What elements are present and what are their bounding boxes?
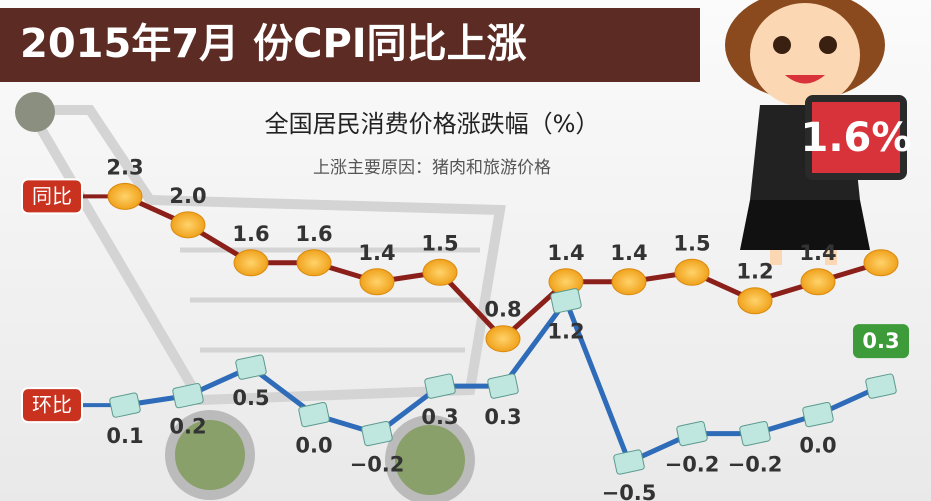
- value-label: 1.2: [736, 260, 773, 284]
- value-label: 0.8: [484, 298, 521, 322]
- coin-marker: [297, 250, 331, 276]
- value-label: 2.3: [106, 155, 143, 179]
- coin-marker: [801, 269, 835, 295]
- coin-marker: [423, 259, 457, 285]
- value-label: −0.2: [728, 453, 783, 477]
- value-label: −0.5: [602, 481, 657, 501]
- coin-marker: [171, 212, 205, 238]
- value-label: 1.4: [547, 241, 584, 265]
- value-label: 0.2: [169, 415, 206, 439]
- coin-marker: [486, 326, 520, 352]
- coin-marker: [738, 288, 772, 314]
- value-label: 0.0: [295, 434, 332, 458]
- coin-marker: [234, 250, 268, 276]
- value-label: 1.5: [421, 231, 458, 255]
- value-label: 1.4: [610, 241, 647, 265]
- value-label: 1.2: [547, 320, 584, 344]
- chart: 2015年7月 份CPI同比上涨 全国居民消费价格涨跌幅（%） 上涨主要原因：猪…: [0, 0, 931, 501]
- coin-marker: [108, 183, 142, 209]
- coin-marker: [864, 250, 898, 276]
- coin-marker: [612, 269, 646, 295]
- value-label: 0.5: [232, 386, 269, 410]
- value-label: 0.3: [862, 329, 899, 353]
- value-label: 1.6: [232, 222, 269, 246]
- value-label: −0.2: [665, 453, 720, 477]
- value-label: 0.3: [484, 405, 521, 429]
- chart-title: 2015年7月 份CPI同比上涨: [20, 21, 527, 67]
- value-label: −0.2: [350, 453, 405, 477]
- value-label: 0.0: [799, 434, 836, 458]
- coin-marker: [360, 269, 394, 295]
- value-label: 0.3: [421, 405, 458, 429]
- value-label: 1.5: [673, 231, 710, 255]
- legend-label: 环比: [32, 393, 72, 417]
- value-label: 1.4: [358, 241, 395, 265]
- legend-label: 同比: [32, 184, 72, 208]
- value-label: 1.4: [799, 241, 836, 265]
- value-label: 2.0: [169, 184, 206, 208]
- chart-subtitle: 全国居民消费价格涨跌幅（%）: [265, 110, 600, 138]
- highlight-value: 1.6%: [801, 115, 912, 161]
- value-label: 0.1: [106, 424, 143, 448]
- chart-note: 上涨主要原因：猪肉和旅游价格: [313, 158, 551, 178]
- value-label: 1.6: [295, 222, 332, 246]
- coin-marker: [675, 259, 709, 285]
